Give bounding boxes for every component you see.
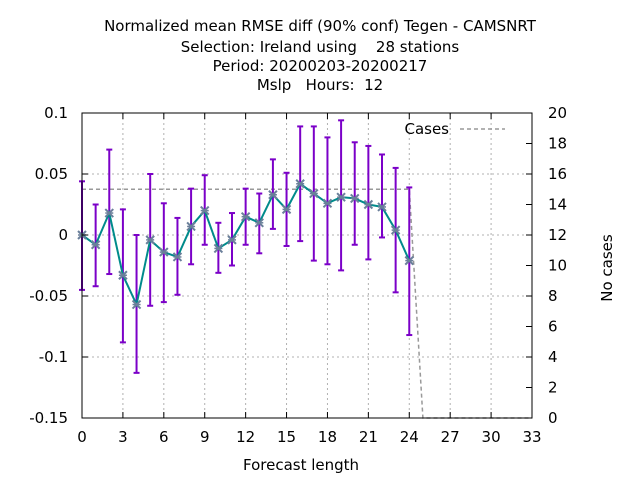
data-point-marker bbox=[186, 221, 196, 232]
data-point-marker bbox=[104, 208, 114, 218]
y-tick-label: 0.1 bbox=[44, 104, 68, 122]
y2-tick-label: 10 bbox=[548, 257, 567, 275]
data-point-marker bbox=[350, 193, 360, 204]
data-point-marker bbox=[213, 243, 224, 254]
x-tick-label: 21 bbox=[359, 428, 378, 446]
x-tick-label: 12 bbox=[236, 428, 255, 446]
data-point-marker bbox=[159, 247, 169, 257]
legend: Cases bbox=[404, 120, 505, 138]
data-point-marker bbox=[240, 211, 251, 222]
chart-title-line-1: Normalized mean RMSE diff (90% conf) Teg… bbox=[104, 17, 536, 35]
data-point-marker bbox=[336, 192, 346, 202]
x-tick-label: 6 bbox=[159, 428, 169, 446]
x-tick-label: 0 bbox=[77, 428, 87, 446]
data-point-marker bbox=[281, 204, 292, 215]
y-tick-label: -0.15 bbox=[29, 409, 68, 427]
y-tick-label: 0.05 bbox=[35, 165, 68, 183]
x-tick-label: 3 bbox=[118, 428, 128, 446]
y2-tick-label: 20 bbox=[548, 104, 567, 122]
data-point-marker bbox=[118, 270, 128, 280]
rmse-diff-series bbox=[77, 179, 414, 310]
y2-tick-label: 2 bbox=[548, 379, 558, 397]
y2-tick-label: 18 bbox=[548, 135, 567, 153]
data-point-marker bbox=[377, 202, 387, 212]
data-point-marker bbox=[145, 235, 155, 245]
x-tick-label: 27 bbox=[441, 428, 460, 446]
y2-tick-label: 14 bbox=[548, 196, 567, 214]
data-point-marker bbox=[172, 252, 183, 262]
data-point-marker bbox=[227, 235, 237, 245]
data-point-marker bbox=[131, 299, 142, 310]
chart-title-line-3: Period: 20200203-20200217 bbox=[212, 57, 428, 75]
x-tick-label: 18 bbox=[318, 428, 337, 446]
y-tick-label: 0 bbox=[58, 226, 68, 244]
x-tick-label: 24 bbox=[400, 428, 419, 446]
data-point-marker bbox=[363, 199, 374, 210]
plot-border bbox=[81, 112, 533, 419]
y2-axis-label: No cases bbox=[598, 234, 616, 302]
y2-tick-label: 8 bbox=[548, 287, 558, 305]
y-tick-label: -0.05 bbox=[29, 287, 68, 305]
tick-labels: 0 3 6 9 12 15 18 21 24 27 30 330.10.050-0.05-0.1-0.… bbox=[29, 104, 567, 446]
data-point-marker bbox=[322, 198, 333, 208]
data-point-marker bbox=[295, 179, 305, 189]
x-axis-label: Forecast length bbox=[243, 456, 360, 474]
x-tick-label: 33 bbox=[522, 428, 541, 446]
y2-tick-label: 16 bbox=[548, 165, 567, 183]
y-tick-label: -0.1 bbox=[39, 348, 68, 366]
data-point-marker bbox=[390, 225, 401, 235]
chart-title-line-2: Selection: Ireland using 28 stations bbox=[180, 38, 460, 56]
x-tick-label: 9 bbox=[200, 428, 210, 446]
x-tick-label: 15 bbox=[277, 428, 296, 446]
x-tick-label: 30 bbox=[482, 428, 501, 446]
y2-tick-label: 6 bbox=[548, 318, 558, 336]
y2-tick-label: 12 bbox=[548, 226, 567, 244]
data-point-marker bbox=[200, 205, 210, 216]
data-point-marker bbox=[90, 240, 101, 250]
data-point-marker bbox=[404, 255, 414, 266]
data-point-marker bbox=[268, 190, 278, 200]
data-point-marker bbox=[309, 188, 319, 199]
axes bbox=[81, 112, 533, 419]
data-point-marker bbox=[254, 218, 264, 228]
y2-tick-label: 4 bbox=[548, 348, 558, 366]
legend-label-cases: Cases bbox=[404, 120, 449, 138]
chart-title-line-4: Mslp Hours: 12 bbox=[256, 76, 384, 94]
y2-tick-label: 0 bbox=[548, 409, 558, 427]
